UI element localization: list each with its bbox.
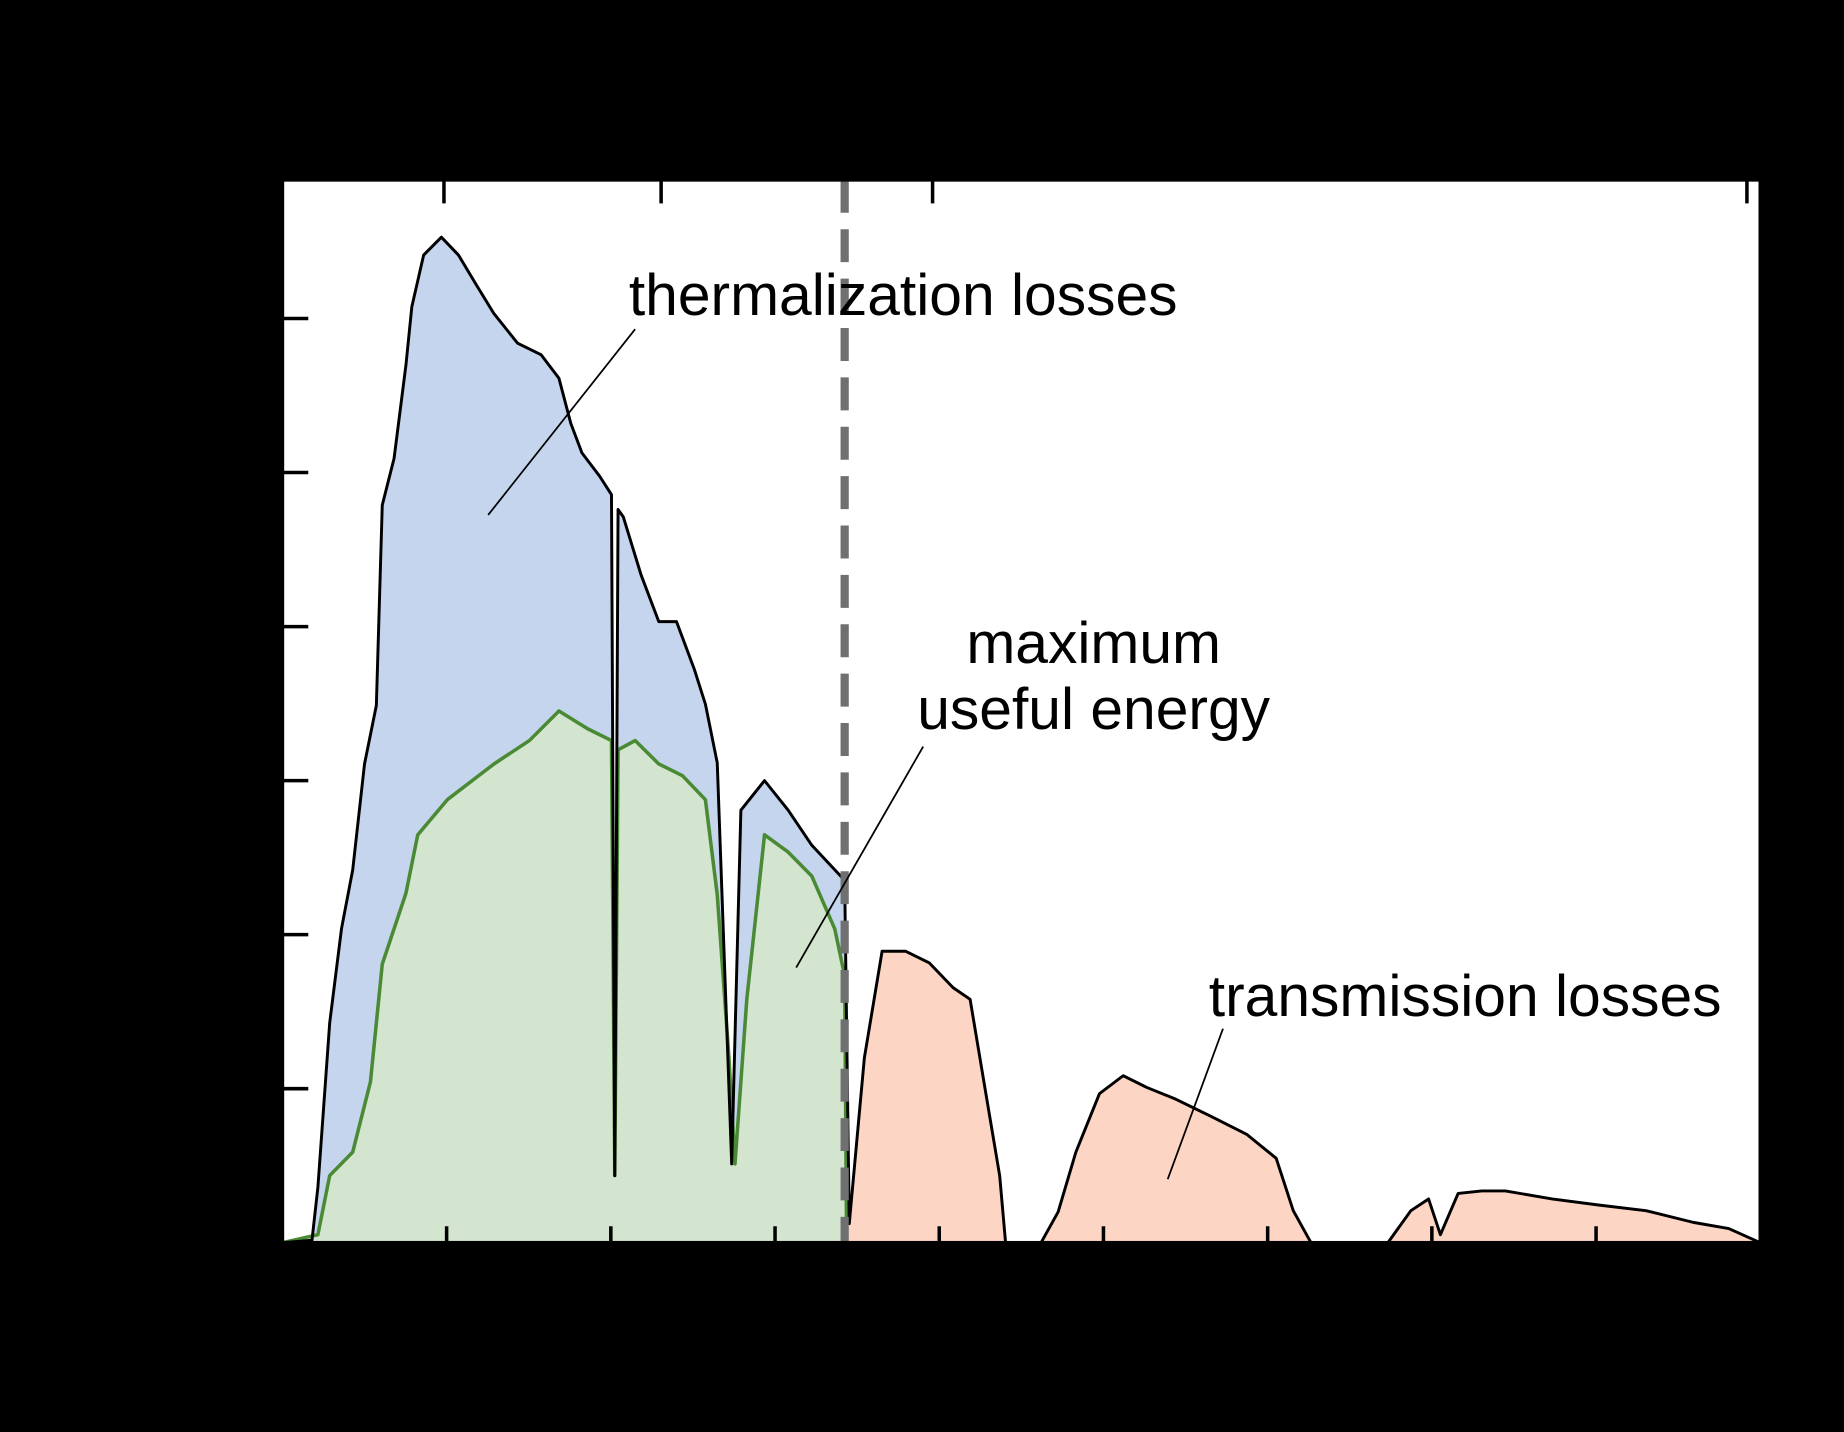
annotation: useful energy [917, 677, 1270, 742]
leader-line [1166, 1028, 1224, 1180]
useful-area [282, 710, 847, 1243]
annotation: maximum [966, 611, 1221, 676]
leader-line [487, 328, 636, 516]
leader-line [795, 746, 924, 969]
plot-frame [280, 178, 1763, 1245]
annotation: transmission losses [1209, 964, 1722, 1029]
transmission-area [844, 880, 1761, 1243]
annotation: thermalization losses [629, 263, 1178, 328]
